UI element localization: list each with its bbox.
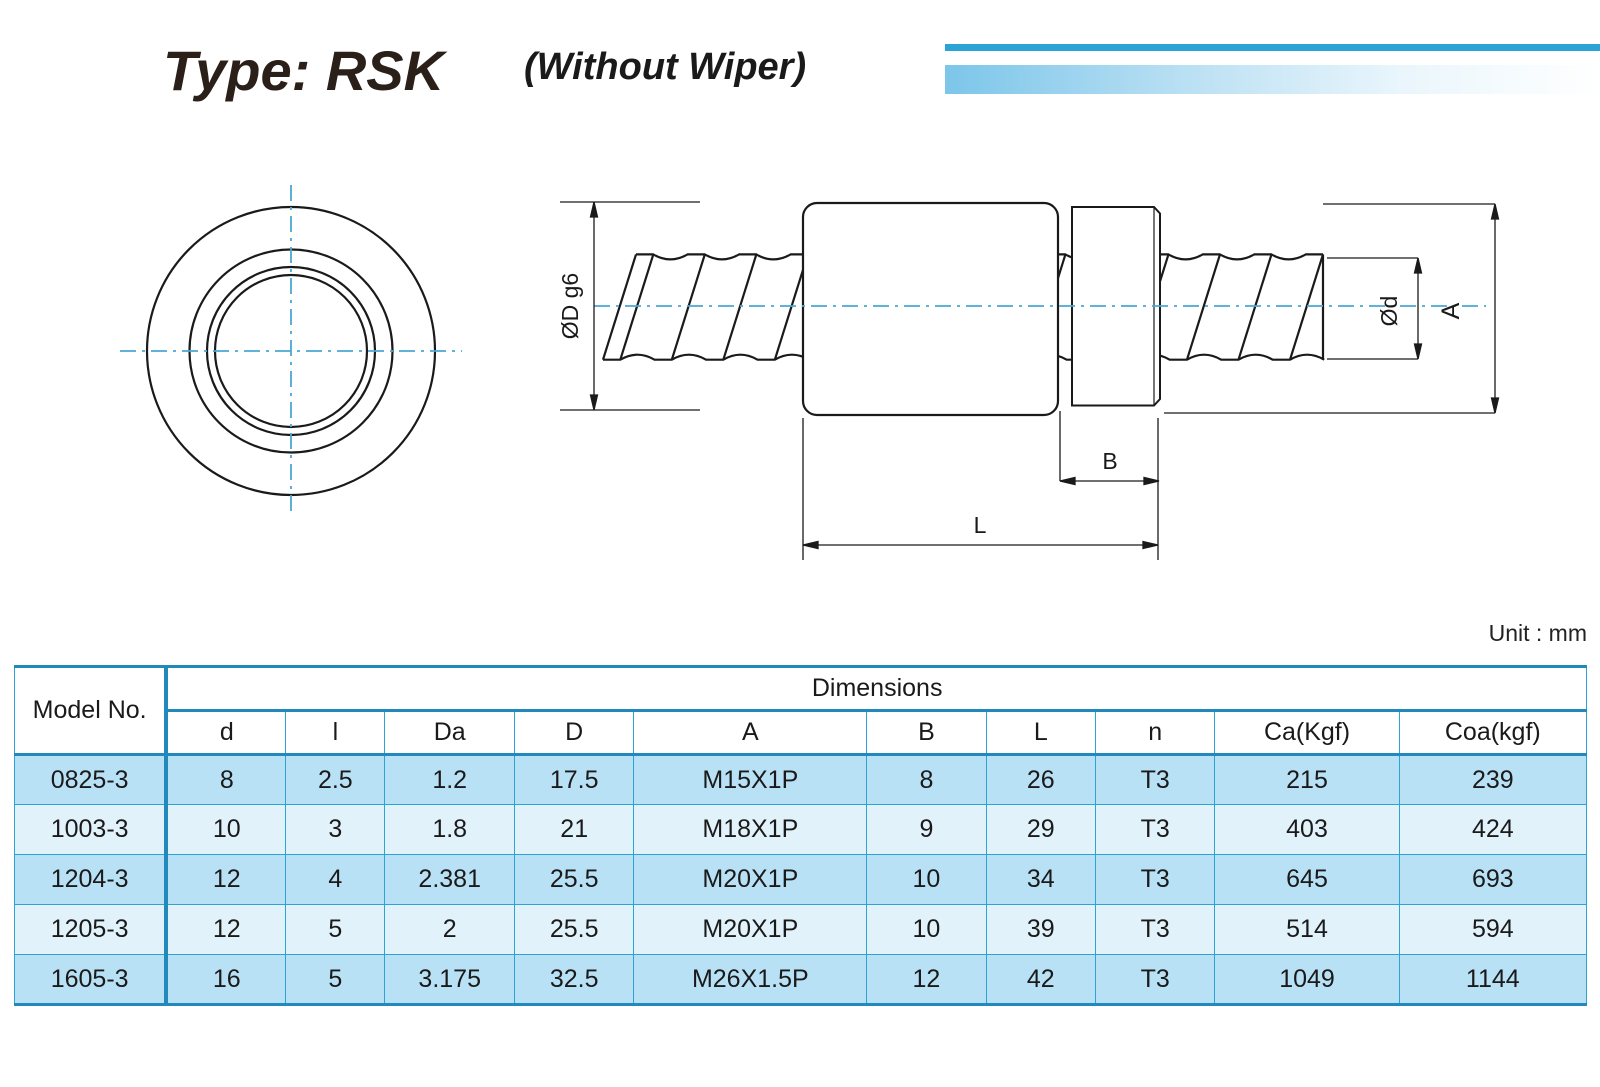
svg-text:ØD g6: ØD g6 [557, 273, 583, 339]
svg-text:L: L [974, 512, 987, 538]
svg-text:A: A [1437, 302, 1465, 319]
svg-text:B: B [1102, 448, 1117, 474]
svg-text:Ød: Ød [1376, 296, 1402, 327]
